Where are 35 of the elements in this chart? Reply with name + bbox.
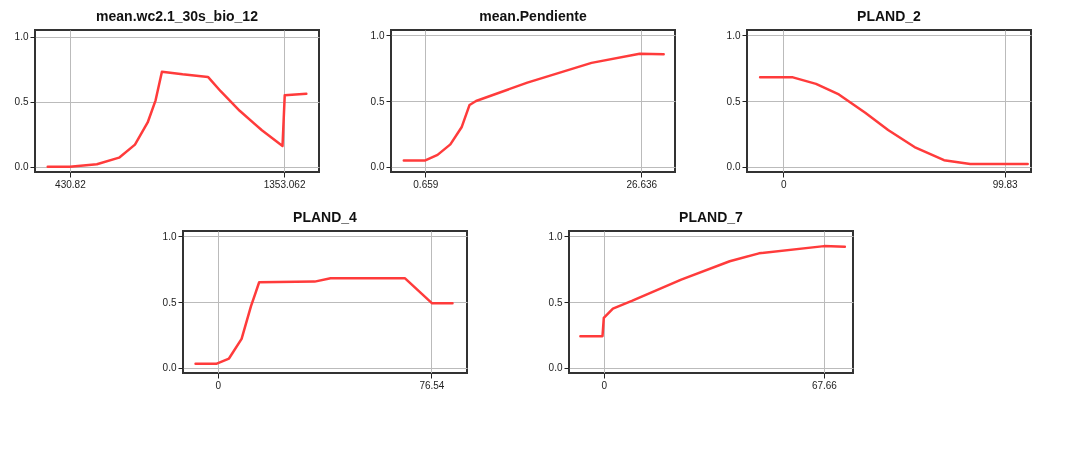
- y-tick-label: 1.0: [370, 29, 385, 41]
- y-tick-label: 0.0: [370, 161, 385, 173]
- y-tick-label: 0.5: [548, 296, 563, 308]
- line-series: [579, 244, 847, 338]
- x-tick-label: 26.636: [626, 178, 658, 190]
- y-tick-label: 0.5: [162, 296, 177, 308]
- y-tick-label: 1.0: [162, 230, 177, 242]
- chart-title: mean.wc2.1_30s_bio_12: [96, 8, 259, 24]
- line-series: [194, 277, 454, 366]
- x-tick-label: 1353.062: [263, 178, 306, 190]
- chart-title: PLAND_2: [857, 8, 922, 24]
- x-tick-label: 99.83: [992, 178, 1019, 190]
- chart-title: PLAND_7: [679, 209, 744, 225]
- line-series: [758, 76, 1029, 166]
- chart-title: mean.Pendiente: [479, 8, 587, 24]
- y-tick-label: 0.5: [14, 96, 29, 108]
- x-tick-label: 67.66: [811, 379, 838, 391]
- y-tick-label: 0.0: [548, 362, 563, 374]
- y-tick-label: 0.0: [14, 161, 29, 173]
- x-tick-label: 0.659: [413, 178, 439, 190]
- x-tick-label: 430.82: [55, 178, 87, 190]
- y-tick-label: 1.0: [548, 230, 563, 242]
- y-tick-label: 0.5: [726, 95, 741, 107]
- chart-title: PLAND_4: [293, 209, 358, 225]
- line-series: [402, 52, 665, 162]
- y-tick-label: 0.0: [162, 362, 177, 374]
- y-tick-label: 0.0: [726, 161, 741, 173]
- x-tick-label: 0: [780, 178, 787, 190]
- y-tick-label: 1.0: [14, 31, 29, 43]
- x-tick-label: 0: [215, 379, 222, 391]
- x-tick-label: 76.54: [419, 379, 445, 391]
- line-series: [46, 70, 308, 169]
- y-tick-label: 1.0: [726, 29, 741, 41]
- x-tick-label: 0: [601, 379, 608, 391]
- y-tick-label: 0.5: [370, 95, 385, 107]
